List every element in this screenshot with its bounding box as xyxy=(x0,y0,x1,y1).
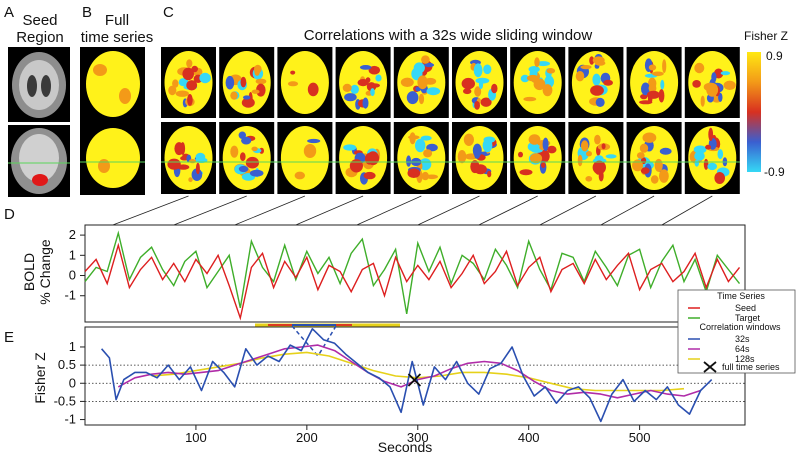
legend-label-full-time-series: full time series xyxy=(722,362,780,372)
connector-2 xyxy=(173,195,247,226)
series-line-64s xyxy=(117,344,701,399)
colorbar-min-label: -0.9 xyxy=(764,165,785,179)
window-map-6-top xyxy=(452,47,507,118)
panel-d-ylabel-line1: BOLD xyxy=(21,253,37,291)
panel-label-e: E xyxy=(4,329,14,346)
panel-b-title-line2: time series xyxy=(81,29,154,46)
window-map-2-bottom xyxy=(219,122,275,194)
colorbar-label: Fisher Z xyxy=(744,29,788,43)
panel-d-ytick-label: 0 xyxy=(69,268,76,283)
panel-d-ytick-label: 1 xyxy=(69,247,76,262)
colorbar xyxy=(747,52,761,172)
panel-e-axes: 1 0.5 0 -0.5 -1 100 200 300 400 500 Fisher Z Sec… xyxy=(32,323,746,455)
panel-e-xtick-label: 500 xyxy=(629,430,651,445)
series-line-target xyxy=(84,230,741,315)
legend-label-128s: 128s xyxy=(735,354,755,364)
panel-d-y-ticks: 2 1 0 -1 xyxy=(64,227,85,303)
panel-d-ytick-label: -1 xyxy=(64,288,76,303)
panel-label-c: C xyxy=(163,4,174,21)
panel-e-ytick-label: -1 xyxy=(64,412,76,427)
panel-e-xtick-label: 100 xyxy=(185,430,207,445)
window-map-5-top xyxy=(393,47,449,118)
panel-label-a: A xyxy=(4,4,14,21)
full-time-series-maps xyxy=(80,47,145,195)
panel-e-xtick-label: 300 xyxy=(407,430,429,445)
seed-region-images xyxy=(8,47,70,197)
series-line-seed xyxy=(84,242,741,321)
full-map-top xyxy=(86,51,140,117)
connector-9 xyxy=(600,195,655,226)
panel-e-ylabel: Fisher Z xyxy=(32,352,48,404)
window-map-8-bottom xyxy=(568,122,624,194)
window-map-3-bottom xyxy=(277,122,333,194)
colorbar-max-label: 0.9 xyxy=(766,49,783,63)
panel-e-ytick-label: 0 xyxy=(69,375,76,390)
connector-10 xyxy=(661,195,713,226)
panel-e-ytick-label: -0.5 xyxy=(54,393,76,408)
window-map-1-bottom xyxy=(161,122,216,194)
window-map-8-top xyxy=(568,47,624,118)
panel-b-title-line1: Full xyxy=(105,12,129,29)
legend-label-target: Target xyxy=(735,313,761,323)
panel-e-series xyxy=(100,327,713,423)
full-time-series-marker xyxy=(407,373,422,387)
connector-3 xyxy=(234,195,306,226)
window-map-6-bottom xyxy=(452,122,507,194)
legend: Time Series Seed Target Correlation wind… xyxy=(677,289,796,374)
window-map-5-bottom xyxy=(393,122,449,194)
window-map-10-top xyxy=(684,47,740,118)
connector-8 xyxy=(539,195,597,226)
panel-e-ytick-label: 1 xyxy=(69,339,76,354)
panel-d-ylabel-line2: % Change xyxy=(37,239,53,305)
panel-e-xtick-label: 200 xyxy=(296,430,318,445)
panel-d-axes: 2 1 0 -1 BOLD % Change xyxy=(21,224,746,323)
window-map-2-top xyxy=(219,47,275,118)
window-map-3-top xyxy=(277,47,333,118)
legend-label-64s: 64s xyxy=(735,344,750,354)
panel-d-series xyxy=(84,230,741,321)
legend-label-seed: Seed xyxy=(735,303,756,313)
window-map-4-top xyxy=(335,47,391,118)
connector-7 xyxy=(478,195,538,226)
legend-swatch-full-time-series xyxy=(703,361,717,373)
window-map-9-bottom xyxy=(626,122,682,194)
panel-e-y-ticks: 1 0.5 0 -0.5 -1 xyxy=(54,339,85,427)
legend-title-windows: Correlation windows xyxy=(699,322,781,332)
window-map-4-bottom xyxy=(335,122,391,194)
panel-e-xlabel: Seconds xyxy=(378,439,432,455)
window-map-9-top xyxy=(626,47,682,118)
panel-e-xtick-label: 400 xyxy=(518,430,540,445)
window-map-10-bottom xyxy=(684,122,740,194)
full-map-bottom xyxy=(86,128,140,188)
connector-6 xyxy=(417,195,480,226)
panel-e-ytick-label: 0.5 xyxy=(58,357,76,372)
panel-e-x-ticks: 100 200 300 400 500 xyxy=(185,425,650,445)
window-connectors xyxy=(112,195,713,226)
panel-d-ytick-label: 2 xyxy=(69,227,76,242)
window-map-7-top xyxy=(510,47,566,118)
panel-label-d: D xyxy=(4,206,15,223)
panel-a-title-line2: Region xyxy=(16,29,64,46)
panel-e-plot-area xyxy=(84,326,746,426)
seed-region-marker xyxy=(32,174,48,186)
legend-title-time-series: Time Series xyxy=(717,291,765,301)
sliding-window-maps xyxy=(161,47,740,194)
connector-4 xyxy=(295,195,364,226)
series-line-32s xyxy=(100,327,713,423)
connector-5 xyxy=(356,195,422,226)
panel-d-plot-area xyxy=(84,224,746,323)
panel-a-title-line1: Seed xyxy=(22,12,57,29)
window-map-1-top xyxy=(161,47,216,118)
panel-label-b: B xyxy=(82,4,92,21)
panel-c-title: Correlations with a 32s wide sliding win… xyxy=(304,27,593,44)
connector-1 xyxy=(112,195,189,226)
legend-label-32s: 32s xyxy=(735,334,750,344)
window-map-7-bottom xyxy=(510,122,566,194)
